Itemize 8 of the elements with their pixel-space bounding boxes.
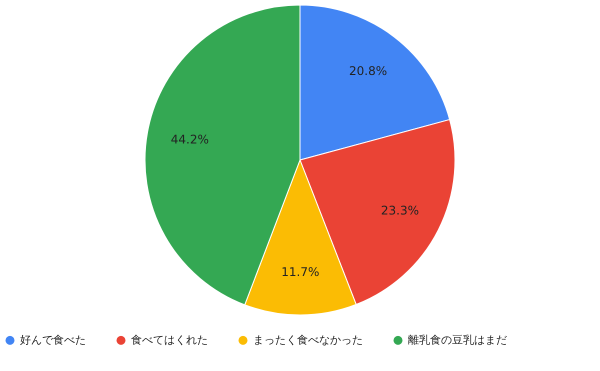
legend-label: まったく食べなかった bbox=[253, 333, 363, 346]
legend-label: 離乳食の豆乳はまだ bbox=[408, 333, 507, 346]
legend-label: 食べてはくれた bbox=[131, 333, 208, 346]
data-label: 11.7% bbox=[281, 265, 320, 279]
data-label: 23.3% bbox=[380, 204, 420, 218]
data-label: 20.8% bbox=[349, 64, 388, 78]
data-label: 44.2% bbox=[170, 132, 209, 147]
legend-label: 好んで食べた bbox=[20, 333, 86, 346]
